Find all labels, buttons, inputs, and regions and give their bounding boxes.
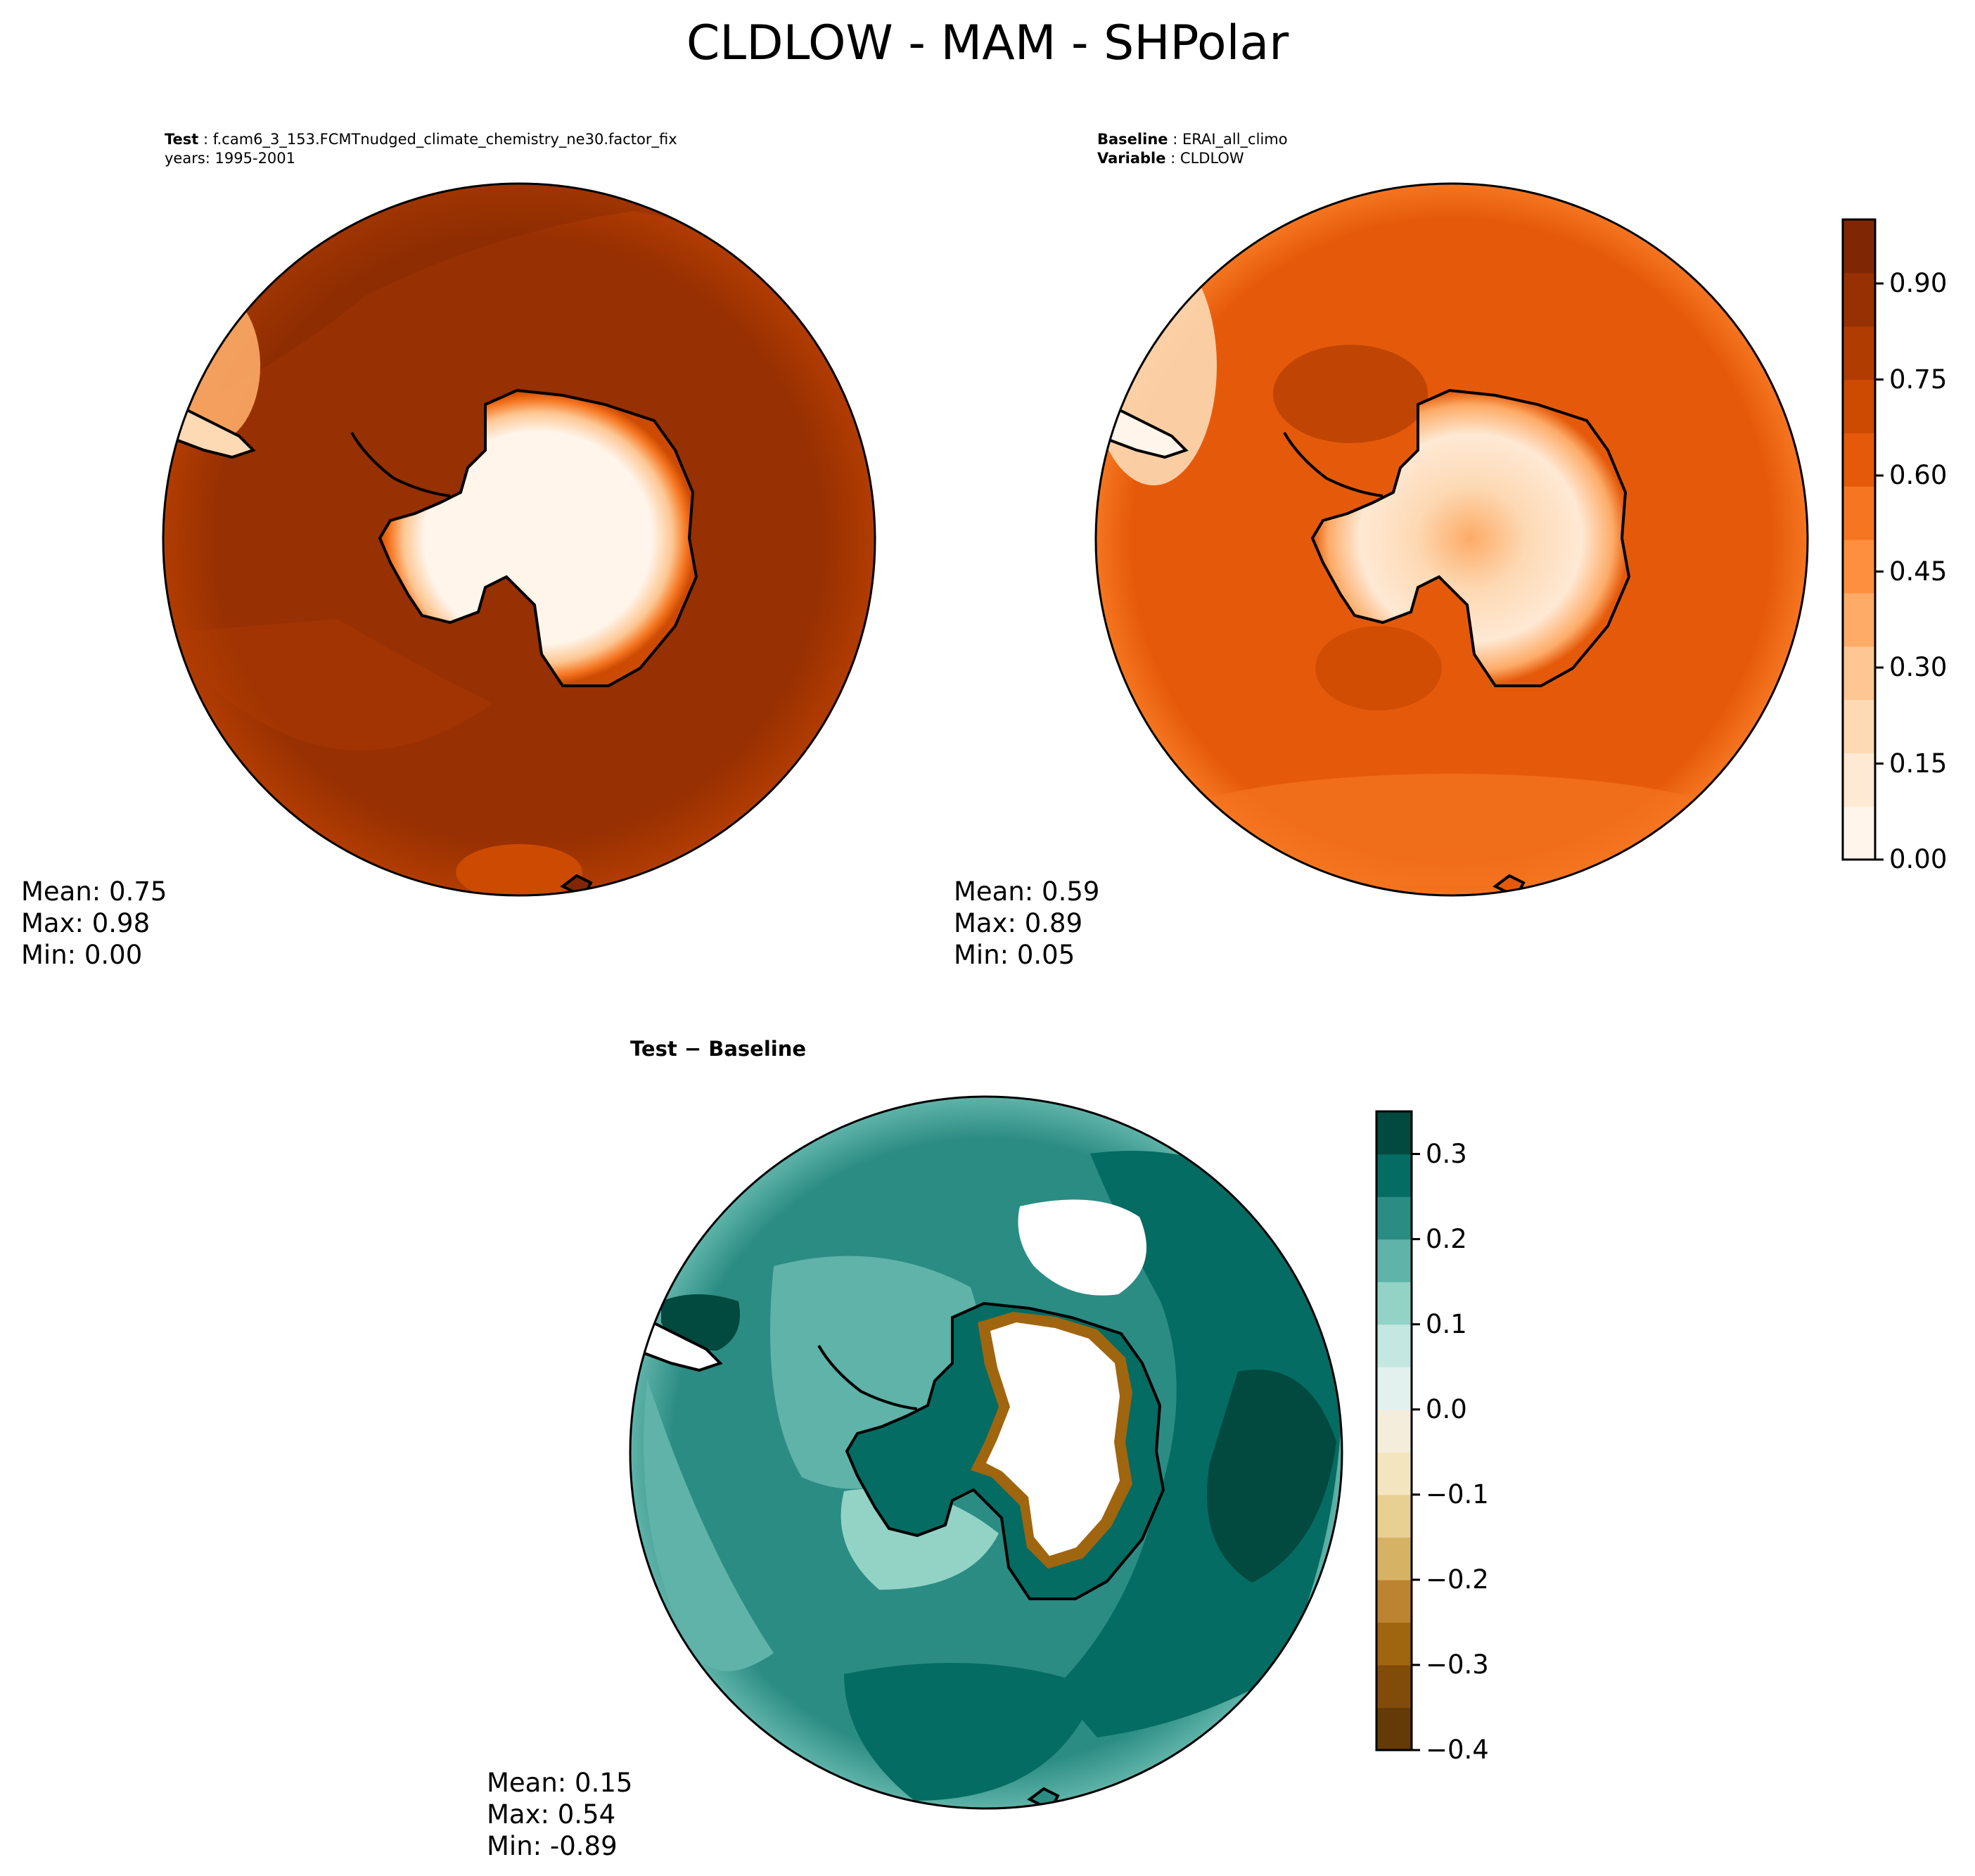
difference-colorbar-tick-label: −0.2 (1426, 1564, 1489, 1595)
baseline-colorbar-tick-label: 0.90 (1889, 268, 1948, 298)
test-high-band (163, 184, 875, 422)
baseline-antarctica (1310, 388, 1631, 687)
difference-mean: Mean: 0.15 (487, 1768, 633, 1798)
baseline-mean: Mean: 0.59 (954, 876, 1100, 907)
difference-colorbar-tick-label: −0.1 (1426, 1479, 1489, 1510)
baseline-colorbar-segment (1843, 379, 1875, 433)
baseline-peninsula (1283, 432, 1383, 497)
difference-colorbar-tick-label: 0.2 (1426, 1223, 1467, 1254)
baseline-colorbar-segment (1843, 486, 1875, 540)
difference-white-patch (1018, 1199, 1146, 1296)
baseline-separator: : (1168, 131, 1182, 148)
baseline-colorbar-segment (1843, 326, 1875, 381)
difference-low-region-3 (644, 1379, 774, 1671)
difference-min: Min: -0.89 (487, 1831, 618, 1861)
difference-colorbar-segment (1376, 1409, 1412, 1453)
difference-colorbar-segment (1376, 1452, 1412, 1495)
test-bottom-patch (456, 844, 582, 895)
difference-title: Test − Baseline (630, 1037, 807, 1061)
baseline-colorbar-segment (1843, 753, 1875, 807)
baseline-colorbar-tick-label: 0.75 (1889, 364, 1948, 395)
baseline-colorbar-segment (1843, 272, 1875, 327)
difference-colorbar-segment (1376, 1367, 1412, 1410)
difference-colorbar-segment (1376, 1494, 1412, 1538)
difference-colorbar-tick-label: 0.1 (1426, 1308, 1467, 1339)
difference-colorbar-frame (1375, 1110, 1413, 1751)
difference-colorbar-segment (1376, 1239, 1412, 1282)
test-peninsula (350, 432, 451, 497)
baseline-label: Baseline (1097, 131, 1168, 148)
baseline-header: Baseline : ERAI_all_climo Variable : CLD… (1097, 130, 1288, 168)
variable-name: CLDLOW (1180, 150, 1244, 167)
test-mean: Mean: 0.75 (21, 876, 167, 907)
baseline-colorbar-segment (1843, 433, 1875, 487)
baseline-colorbar-tick-label: 0.45 (1889, 556, 1948, 587)
difference-colorbar-tick-label: 0.0 (1426, 1393, 1467, 1424)
baseline-colorbar-segment (1843, 540, 1875, 594)
difference-colorbar-segment (1376, 1154, 1412, 1197)
baseline-stats: Mean: 0.59 Max: 0.89 Min: 0.05 (954, 876, 1099, 971)
difference-colorbar-segment (1376, 1537, 1412, 1581)
difference-map-boundary (629, 1095, 1343, 1810)
test-header: Test : f.cam6_3_153.FCMTnudged_climate_c… (165, 130, 677, 168)
baseline-colorbar-segment (1843, 646, 1875, 701)
baseline-colorbar-segment (1843, 592, 1875, 647)
difference-peninsula (817, 1345, 918, 1410)
baseline-colorbar-frame (1841, 218, 1877, 861)
difference-high-region-south (844, 1663, 1097, 1801)
difference-colorbar-segment (1376, 1282, 1412, 1325)
difference-colorbar-tick-label: −0.4 (1426, 1735, 1489, 1765)
baseline-colorbar-segment (1843, 806, 1875, 860)
difference-colorbar-segment (1376, 1111, 1412, 1155)
test-south-america (174, 406, 256, 459)
difference-south-america (641, 1319, 723, 1372)
baseline-colorbar-tick-label: 0.00 (1889, 844, 1948, 874)
difference-colorbar-tick-label: 0.3 (1426, 1138, 1467, 1169)
baseline-colorbar-segment (1843, 699, 1875, 753)
difference-high-region-east (1055, 1151, 1342, 1737)
variable-label: Variable (1097, 150, 1166, 167)
test-label: Test (165, 131, 199, 148)
baseline-bottom-band (1156, 774, 1747, 886)
difference-stats: Mean: 0.15 Max: 0.54 Min: -0.89 (487, 1767, 632, 1862)
baseline-dark-patch-2 (1315, 626, 1442, 710)
difference-max: Max: 0.54 (487, 1799, 616, 1830)
difference-colorbar-tick-label: −0.3 (1426, 1649, 1489, 1680)
baseline-colorbar-tick-label: 0.30 (1889, 652, 1948, 682)
test-max: Max: 0.98 (21, 908, 151, 938)
baseline-case-name: ERAI_all_climo (1182, 131, 1288, 148)
test-years: years: 1995-2001 (165, 150, 296, 167)
baseline-colorbar (1841, 218, 1884, 861)
baseline-south-america (1106, 406, 1189, 459)
test-map-boundary (162, 182, 876, 897)
test-mid-patch (163, 619, 492, 751)
test-antarctica (378, 388, 698, 687)
difference-antarctica-interior (986, 1322, 1120, 1556)
difference-colorbar-segment (1376, 1707, 1412, 1751)
difference-colorbar-segment (1376, 1622, 1412, 1666)
test-map (163, 184, 875, 895)
baseline-min: Min: 0.05 (954, 940, 1075, 970)
variable-separator: : (1165, 150, 1180, 167)
baseline-dark-patch-1 (1273, 345, 1428, 443)
difference-colorbar-segment (1376, 1664, 1412, 1709)
test-case-name: f.cam6_3_153.FCMTnudged_climate_chemistr… (212, 131, 677, 148)
baseline-map-boundary (1094, 182, 1809, 897)
baseline-max: Max: 0.89 (954, 908, 1083, 938)
baseline-colorbar-segment (1843, 219, 1875, 274)
difference-colorbar-segment (1376, 1324, 1412, 1367)
difference-colorbar (1375, 1110, 1420, 1751)
figure-title: CLDLOW - MAM - SHPolar (686, 15, 1289, 71)
baseline-colorbar-tick-label: 0.15 (1889, 748, 1948, 779)
baseline-colorbar-tick-label: 0.60 (1889, 460, 1948, 490)
difference-highest-region (1207, 1370, 1336, 1583)
test-stats: Mean: 0.75 Max: 0.98 Min: 0.00 (21, 876, 167, 971)
test-min: Min: 0.00 (21, 940, 143, 970)
difference-colorbar-segment (1376, 1579, 1412, 1623)
test-separator: : (198, 131, 213, 148)
difference-colorbar-segment (1376, 1197, 1412, 1240)
difference-map (630, 1097, 1342, 1808)
